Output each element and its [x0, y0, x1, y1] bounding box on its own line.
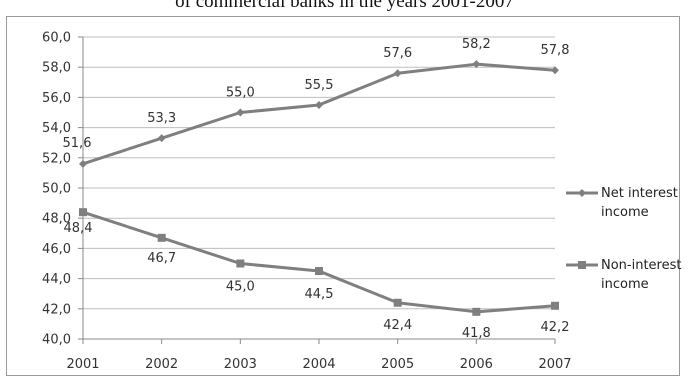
data-point	[393, 69, 402, 78]
data-point	[315, 100, 323, 109]
y-tick-label: 40,0	[42, 333, 71, 348]
data-point	[472, 307, 481, 316]
y-tick-label: 42,0	[42, 302, 71, 317]
data-label: 53,3	[147, 111, 176, 126]
y-tick-label: 58,0	[42, 61, 71, 76]
data-label: 57,8	[541, 43, 570, 58]
data-label: 55,0	[226, 86, 255, 101]
data-label: 41,8	[462, 326, 491, 341]
data-label: 44,5	[305, 287, 334, 302]
x-tick-label: 2004	[302, 357, 335, 372]
y-tick-label: 60,0	[42, 31, 71, 46]
chart-frame	[6, 16, 680, 376]
data-label: 57,6	[383, 46, 412, 61]
legend-label: Net interest	[601, 186, 678, 201]
data-label: 45,0	[226, 280, 255, 295]
data-point	[551, 66, 559, 75]
data-point	[315, 267, 323, 276]
legend-label: Non-interest	[601, 258, 681, 273]
data-point	[236, 259, 245, 268]
y-tick-label: 48,0	[42, 212, 71, 227]
legend-label: income	[601, 277, 649, 292]
data-point	[157, 134, 166, 143]
data-label: 51,6	[63, 136, 92, 151]
data-label: 42,2	[541, 320, 570, 335]
y-tick-label: 44,0	[42, 272, 71, 287]
data-point	[472, 60, 481, 69]
legend-label: income	[601, 205, 649, 220]
chart-title: of commercial banks in the years 2001-20…	[175, 0, 514, 12]
data-label: 58,2	[462, 37, 491, 52]
data-point	[551, 301, 559, 310]
data-label: 46,7	[147, 251, 176, 266]
x-tick-label: 2001	[66, 357, 99, 372]
data-point	[79, 208, 87, 217]
x-tick-label: 2002	[145, 357, 178, 372]
y-tick-label: 52,0	[42, 151, 71, 166]
data-point	[79, 159, 87, 168]
x-tick-label: 2005	[381, 357, 414, 372]
y-tick-label: 56,0	[42, 91, 71, 106]
data-label: 42,4	[383, 318, 412, 333]
legend-marker	[578, 189, 586, 197]
x-tick-label: 2007	[538, 357, 571, 372]
x-tick-label: 2006	[460, 357, 493, 372]
data-point	[393, 298, 402, 307]
data-point	[157, 233, 166, 242]
y-tick-label: 54,0	[42, 121, 71, 136]
y-tick-label: 46,0	[42, 242, 71, 257]
legend-marker	[578, 261, 586, 269]
data-label: 55,5	[305, 78, 334, 93]
y-tick-label: 50,0	[42, 182, 71, 197]
data-point	[236, 108, 245, 117]
x-tick-label: 2003	[224, 357, 257, 372]
data-label: 48,4	[64, 221, 93, 236]
